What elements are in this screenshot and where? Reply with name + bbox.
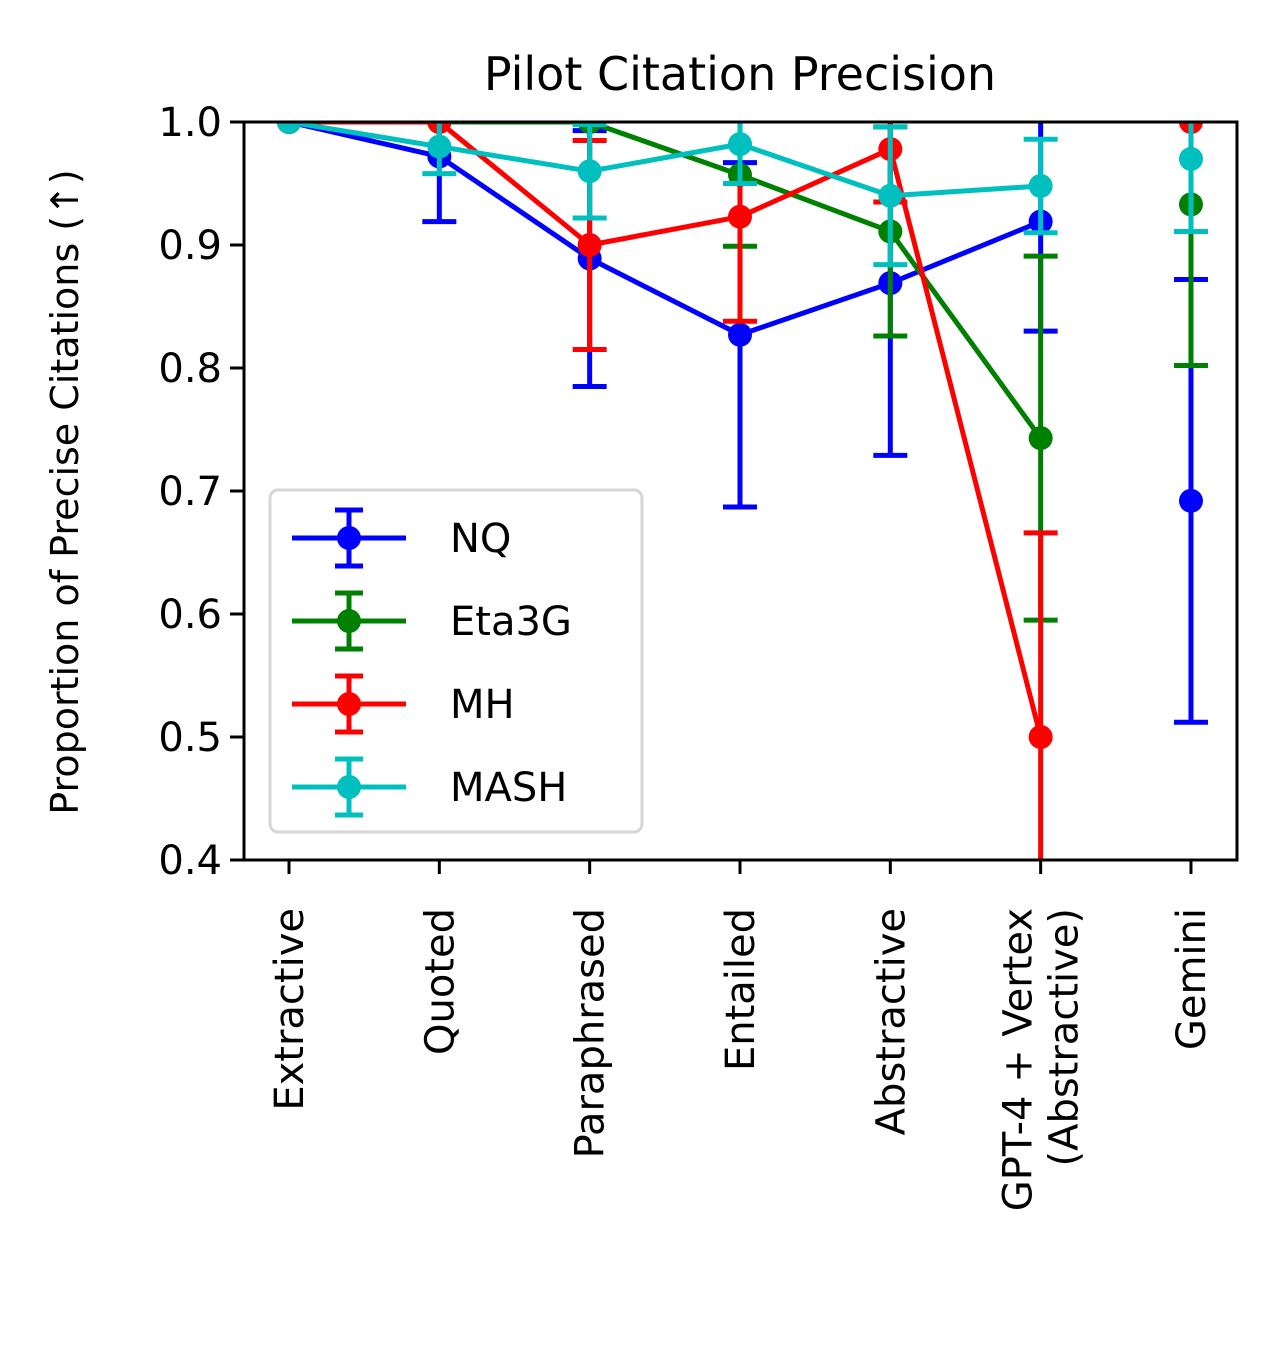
legend-marker [337,692,361,716]
x-tick-label-line: Paraphrased [568,908,614,1158]
data-point [1028,173,1053,198]
legend: NQ Eta3G MH MASH [268,488,644,834]
data-point [277,122,301,134]
data-point [1028,426,1053,451]
x-tick-label: Paraphrased [568,908,614,1158]
series-line-segment [587,141,743,174]
x-tick-label-line: Quoted [417,908,463,1055]
x-tick-label: Gemini [1169,908,1215,1050]
series-line-segment [737,280,893,338]
x-tick-label-line: Abstractive [868,908,914,1135]
y-axis-label: Proportion of Precise Citations (↑) [43,169,87,814]
data-point [727,132,752,157]
series-line-segment [887,228,1044,441]
x-tick-label: Quoted [417,908,463,1055]
legend-item-mash: MASH [292,756,567,818]
x-tick-label: GPT-4 + Vertex (Abstractive) [996,908,1088,1211]
y-tick-label: 0.9 [158,223,222,269]
series-line-segment [286,122,442,150]
x-tick-label-line: (Abstractive) [1042,908,1088,1167]
legend-item-eta3g: Eta3G [292,590,572,652]
data-point [878,183,903,208]
legend-label: NQ [450,516,511,562]
y-tick-label: 0.6 [158,592,222,638]
series-mash [277,122,1208,268]
data-point [427,134,452,159]
axes: 0.4 0.5 0.6 0.7 0.8 0.9 1.0 Extractive Quoted Par… [158,100,1239,1211]
chart-title: Pilot Citation Precision [484,47,996,101]
legend-item-mh: MH [292,673,515,735]
legend-label: Eta3G [450,599,572,645]
legend-marker [337,609,361,633]
data-point [727,322,752,347]
series-line-segment [587,256,743,338]
data-point [577,233,602,257]
x-tick-label-line: Entailed [718,908,764,1071]
y-tick-label: 0.8 [158,346,222,392]
data-point [727,204,752,229]
legend-box [268,488,644,834]
series-line-segment [436,144,593,174]
data-point [577,159,602,184]
data-point [1028,725,1053,749]
plot-area [277,122,1208,860]
series-line-segment [737,146,893,220]
legend-marker [337,526,361,550]
series-line-segment [887,219,1044,286]
series-line-segment [436,122,593,248]
data-point [1178,146,1203,171]
legend-marker [337,775,361,799]
x-tick-label-line: Extractive [267,908,313,1111]
series-line-segment [737,172,893,234]
series-line-segment [587,214,743,248]
x-tick-label: Extractive [267,908,313,1111]
x-tick-label: Entailed [718,908,764,1071]
legend-label: MH [450,682,515,728]
y-tick-label: 0.4 [158,838,222,884]
legend-label: MASH [450,765,567,811]
series-line-segment [436,153,593,262]
series-line-segment [737,141,893,199]
x-tick-label-line: GPT-4 + Vertex [996,908,1042,1211]
x-tick-label-line: Gemini [1169,908,1215,1050]
y-tick-label: 0.5 [158,715,222,761]
x-tick-label: Abstractive [868,908,914,1135]
y-tick-label: 0.7 [158,469,222,515]
series-line-segment [587,122,743,178]
y-tick-label: 1.0 [158,100,222,146]
series-line-segment [887,146,1044,740]
series-line-segment [887,183,1044,199]
legend-item-nq: NQ [292,507,511,569]
data-point [1178,488,1203,513]
